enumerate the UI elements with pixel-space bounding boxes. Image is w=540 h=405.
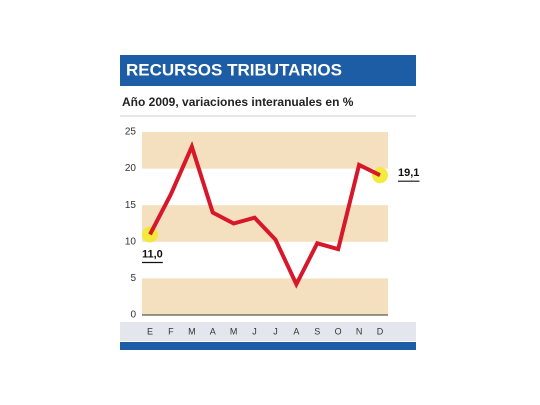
chart-subtitle: Año 2009, variaciones interanuales en % xyxy=(122,95,354,109)
x-tick-label: S xyxy=(314,326,320,336)
y-tick-label: 15 xyxy=(125,200,137,211)
x-tick-label: M xyxy=(230,326,238,336)
y-tick-label: 5 xyxy=(130,273,136,284)
y-tick-label: 20 xyxy=(125,163,137,174)
month-strip xyxy=(120,322,416,341)
x-tick-label: J xyxy=(252,326,257,336)
x-tick-label: F xyxy=(168,326,174,336)
x-tick-label: A xyxy=(293,326,299,336)
band xyxy=(142,205,388,242)
x-tick-label: E xyxy=(147,326,153,336)
data-line xyxy=(148,140,381,289)
y-tick-label: 0 xyxy=(130,310,136,321)
value-label: 11,0 xyxy=(142,248,163,260)
x-tick-label: A xyxy=(210,326,216,336)
y-tick-label: 25 xyxy=(125,127,137,138)
value-label: 19,1 xyxy=(398,167,419,179)
foot-bar xyxy=(120,342,416,350)
x-tick-label: N xyxy=(356,326,363,336)
x-tick-label: M xyxy=(188,326,196,336)
title-bar xyxy=(120,55,416,86)
chart-title: RECURSOS TRIBUTARIOS xyxy=(126,60,342,79)
x-tick-label: O xyxy=(335,326,342,336)
x-tick-label: J xyxy=(273,326,278,336)
band xyxy=(142,278,388,315)
y-tick-label: 10 xyxy=(125,236,137,247)
x-tick-label: D xyxy=(377,326,384,336)
band xyxy=(142,132,388,169)
